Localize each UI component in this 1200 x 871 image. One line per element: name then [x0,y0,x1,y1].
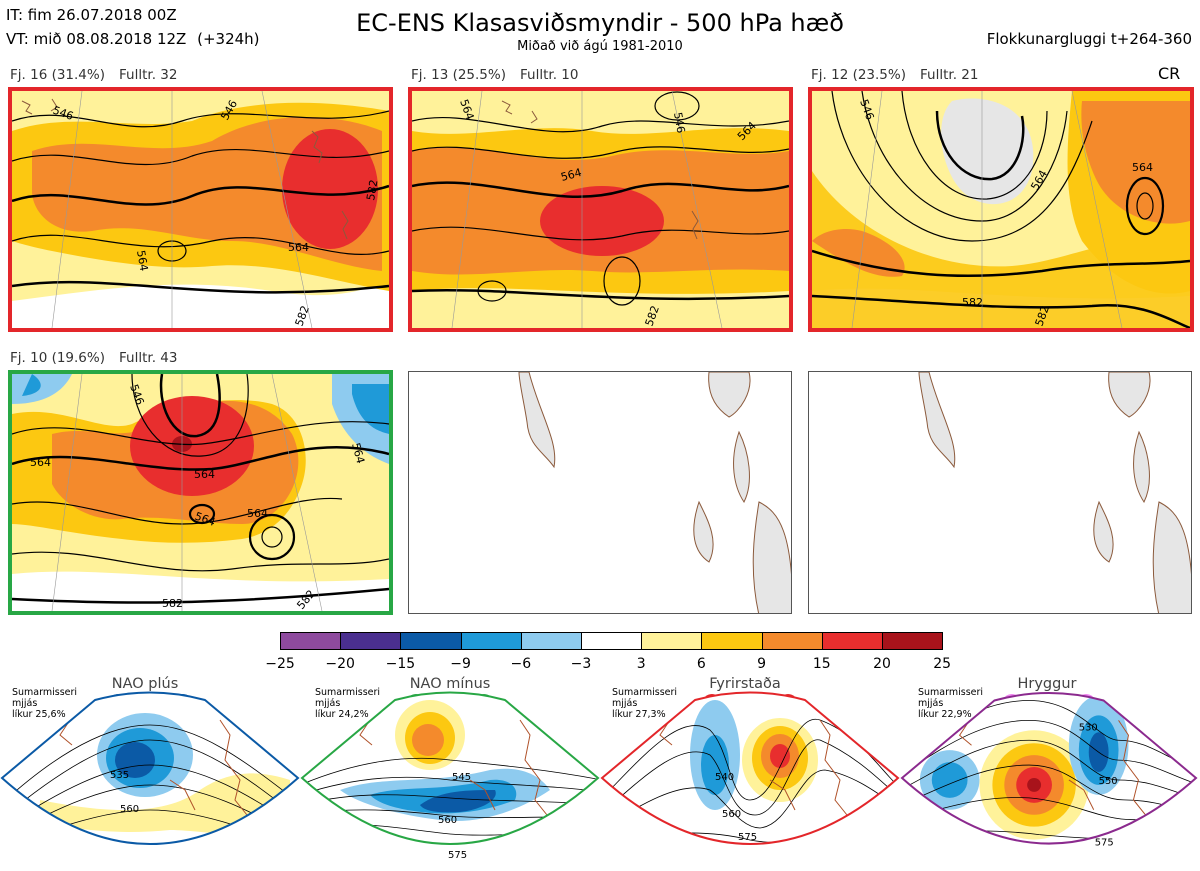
panel-4-representative: Fulltr. 43 [119,350,178,366]
colorbar-swatch [641,632,703,650]
cluster-map-1-svg: 546 546 564 564 582 582 [12,91,389,328]
valid-time-text: VT: mið 08.08.2018 12Z [6,30,187,48]
colorbar-tick-label: −9 [450,656,471,672]
empty-map-1-svg [518,372,791,613]
colorbar-swatch [581,632,643,650]
panel-4-contour-label: 564 [247,507,268,520]
colorbar-swatch [882,632,944,650]
panel-4-label: Fj. 10 (19.6%) Fulltr. 43 [10,350,177,366]
regime-1-contour-label: 560 [120,804,139,815]
regime-1-map: 535 560 [0,691,300,845]
init-time: IT: fim 26.07.2018 00Z [6,6,177,24]
valid-time-offset: (+324h) [197,30,260,48]
regime-1-contour-label: 535 [110,770,129,781]
colorbar-swatch [280,632,342,650]
regime-2-map: 545 560 575 [300,691,600,861]
colorbar-tick-label: 25 [933,656,952,672]
valid-time: VT: mið 08.08.2018 12Z (+324h) [6,30,260,49]
panel-1-cluster: Fj. 16 (31.4%) [10,67,105,83]
panel-3-representative: Fulltr. 21 [920,67,979,83]
colorbar-swatch [400,632,462,650]
regime-4-contour-label: 550 [1099,776,1118,787]
cluster-map-4-svg: 546 564 564 564 564 564 582 582 [12,374,389,611]
colorbar-tick-label: 15 [812,656,831,672]
regime-4-title: Hryggur [1017,676,1077,692]
regime-3-contour-label: 560 [722,809,741,820]
regime-3-map: 540 560 575 [600,691,900,845]
cluster-map-1[interactable]: 546 546 564 564 582 582 [8,87,393,332]
page-title: EC-ENS Klasasviðsmyndir - 500 hPa hæð [356,9,844,37]
colorbar-tick-label: 6 [696,656,706,672]
cluster-map-3-svg: 546 564 564 582 582 [812,91,1190,328]
panel-4-contour-label: 564 [194,468,215,481]
regime-1-note: Sumarmisseri mjjás líkur 25,6% [12,687,78,720]
colorbar-swatch [821,632,883,650]
regime-4-note: Sumarmisseri mjjás líkur 22,9% [918,687,984,720]
empty-map-2-svg [918,372,1191,613]
colorbar-tick-label: −15 [385,656,416,672]
regime-1-title: NAO plús [111,676,179,692]
panel-2-contour-label: 546 [671,111,687,134]
empty-map-1 [408,371,792,614]
panel-2-cluster: Fj. 13 (25.5%) [411,67,506,83]
panel-4-cluster: Fj. 10 (19.6%) [10,350,105,366]
classification-window: Flokkunargluggi t+264-360 [986,30,1192,48]
cluster-map-2[interactable]: 564 546 564 564 582 [408,87,793,332]
corner-label: CR [1158,64,1181,83]
colorbar-swatch [340,632,402,650]
panel-2-representative: Fulltr. 10 [520,67,579,83]
panel-3-contour-label: 564 [1132,161,1153,174]
regime-2-contour-label: 560 [438,815,457,826]
panel-3-label: Fj. 12 (23.5%) Fulltr. 21 [811,67,978,83]
colorbar-tick-label: 20 [873,656,891,672]
panel-1-label: Fj. 16 (31.4%) Fulltr. 32 [10,67,177,83]
colorbar-tick-label: 9 [757,656,767,672]
colorbar-tick-label: −3 [570,656,592,672]
cluster-map-3[interactable]: 546 564 564 582 582 [808,87,1194,332]
regime-2-contour-label: 545 [452,772,471,783]
regime-4-contour-label: 575 [1095,838,1114,849]
colorbar-tick-label: −6 [510,656,532,672]
regime-4-contour-label: 530 [1079,722,1098,733]
regime-3-note: Sumarmisseri mjjás líkur 27,3% [612,687,678,720]
panel-1-contour-label: 564 [134,249,150,272]
panel-3-cluster: Fj. 12 (23.5%) [811,67,906,83]
colorbar-swatch [460,632,522,650]
colorbar-tick-label: −20 [325,656,355,672]
panel-3-contour-label: 582 [962,296,983,309]
colorbar-tick-label: −25 [265,656,295,672]
regime-3-contour-label: 575 [738,832,757,843]
regime-3-title: Fyrirstaða [709,676,781,692]
regime-2-note: Sumarmisseri mjjás líkur 24,2% [315,687,381,720]
regime-row: Sumarmisseri mjjás líkur 25,6% NAO plús … [0,676,1200,871]
panel-1-representative: Fulltr. 32 [119,67,178,83]
cluster-map-2-svg: 564 546 564 564 582 [412,91,789,328]
regime-2-title: NAO mínus [409,676,491,692]
panel-4-contour-label: 582 [162,597,183,610]
colorbar-swatch [761,632,823,650]
panel-1-contour-label: 564 [288,241,309,254]
empty-map-2 [808,371,1192,614]
regime-4-map: 530 550 575 [900,692,1198,849]
panel-2-label: Fj. 13 (25.5%) Fulltr. 10 [411,67,578,83]
colorbar [280,632,944,650]
panel-4-contour-label: 564 [30,456,51,469]
page-subtitle: Miðað við ágú 1981-2010 [517,39,683,54]
colorbar-tick-label: 3 [636,656,646,672]
panel-2-contour-label: 564 [559,166,583,184]
colorbar-swatch [701,632,763,650]
panel-4-contour-label: 564 [349,441,367,465]
panel-1-contour-label: 582 [364,179,380,202]
regime-2-contour-label: 575 [448,850,467,861]
cluster-map-4[interactable]: 546 564 564 564 564 564 582 582 [8,370,393,615]
regime-3-contour-label: 540 [715,772,734,783]
colorbar-swatch [520,632,582,650]
